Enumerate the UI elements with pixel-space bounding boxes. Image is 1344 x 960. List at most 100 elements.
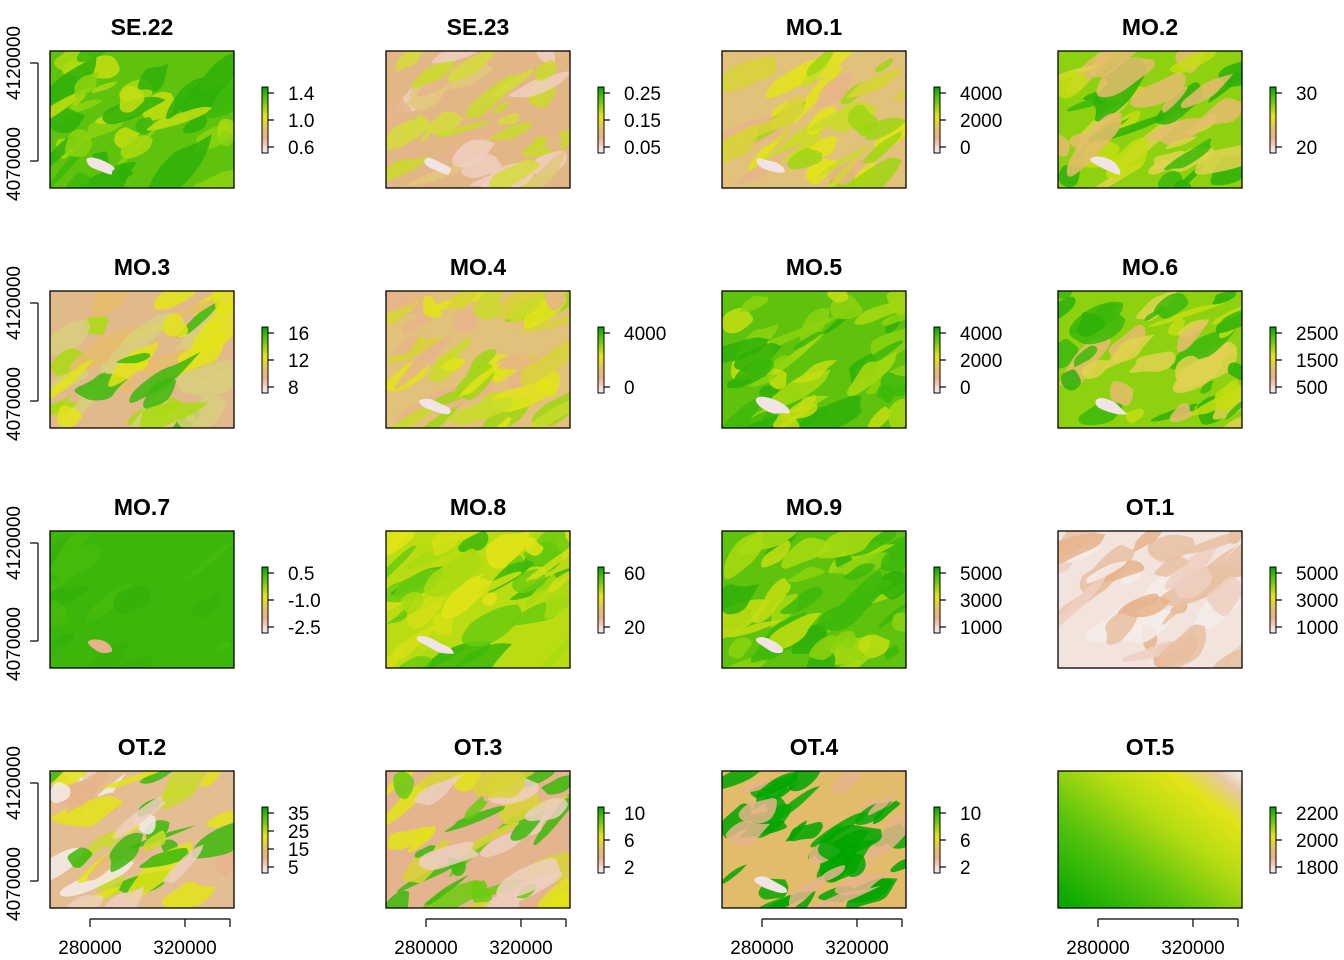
panel-mo-9: MO.9 5000 3000 1000 — [721, 494, 1002, 669]
panel-title: MO.6 — [1122, 254, 1178, 280]
y-tick-label: 4070000 — [4, 127, 25, 201]
legend-tick-label: 4000 — [624, 324, 666, 345]
panel-title: MO.1 — [786, 14, 842, 40]
x-tick-label: 320000 — [1161, 938, 1224, 959]
panel-mo-5: MO.5 4000 2000 0 — [721, 254, 1002, 429]
panel-title: MO.7 — [114, 494, 170, 520]
legend-tick-label: 10 — [960, 804, 981, 825]
legend-tick-label: 6 — [624, 831, 635, 852]
panel-mo-6: MO.6 2500 1500 500 — [1057, 254, 1338, 429]
legend-colorbar — [597, 86, 605, 154]
y-tick-label: 4120000 — [4, 746, 25, 820]
x-tick-label: 320000 — [153, 938, 216, 959]
legend-tick-label: 0 — [960, 378, 971, 399]
raster-map — [50, 771, 234, 908]
panel-se-22: SE.22 4120000 4070000 1.4 1.0 0.6 — [4, 14, 315, 201]
legend-tick-label: 2200 — [1296, 804, 1338, 825]
legend-tick-label: 2000 — [1296, 831, 1338, 852]
map-frame — [385, 770, 571, 909]
panel-title: OT.4 — [790, 734, 839, 760]
panel-mo-8: MO.8 60 20 — [385, 494, 645, 669]
map-frame — [1057, 770, 1243, 909]
raster-map — [386, 771, 570, 908]
legend-colorbar — [261, 566, 269, 634]
legend-tick-label: 2 — [960, 858, 971, 879]
legend-tick-label: 2 — [624, 858, 635, 879]
legend-colorbar — [261, 806, 269, 874]
panel-title: MO.3 — [114, 254, 170, 280]
raster-map — [386, 291, 570, 428]
raster-map — [722, 51, 906, 188]
legend-tick-label: 0 — [960, 138, 971, 159]
map-frame — [385, 530, 571, 669]
panel-title: MO.2 — [1122, 14, 1178, 40]
panel-mo-1: MO.1 4000 2000 0 — [721, 14, 1002, 189]
panel-title: OT.5 — [1126, 734, 1175, 760]
legend-colorbar — [1269, 86, 1277, 154]
y-tick-label: 4120000 — [4, 266, 25, 340]
legend-tick-label: 0.25 — [624, 84, 661, 105]
raster-map — [722, 771, 906, 908]
legend-tick-label: 16 — [288, 324, 309, 345]
x-tick-label: 320000 — [489, 938, 552, 959]
legend-tick-label: 4000 — [960, 84, 1002, 105]
raster-map — [1058, 51, 1242, 188]
raster-map — [50, 51, 234, 188]
legend-tick-label: -1.0 — [288, 591, 321, 612]
raster-map — [50, 531, 234, 668]
legend-colorbar — [1269, 806, 1277, 874]
legend-tick-label: 20 — [1296, 138, 1317, 159]
legend-tick-label: 4000 — [960, 324, 1002, 345]
legend-tick-label: 5000 — [1296, 564, 1338, 585]
map-frame — [385, 290, 571, 429]
map-frame — [49, 770, 235, 909]
legend-tick-label: 30 — [1296, 84, 1317, 105]
legend-tick-label: 1800 — [1296, 858, 1338, 879]
map-frame — [721, 770, 907, 909]
panel-se-23: SE.23 0.25 0.15 0.05 — [385, 14, 661, 189]
x-tick-label: 320000 — [825, 938, 888, 959]
legend-tick-label: 5 — [288, 858, 299, 879]
raster-map — [722, 291, 906, 428]
map-frame — [721, 50, 907, 189]
legend-colorbar — [933, 326, 941, 394]
panel-mo-3: MO.3 4120000 4070000 16 12 8 — [4, 254, 309, 441]
legend-tick-label: 8 — [288, 378, 299, 399]
raster-map — [722, 531, 906, 668]
map-frame — [49, 290, 235, 429]
panel-title: SE.22 — [111, 14, 174, 40]
legend-colorbar — [1269, 566, 1277, 634]
x-tick-label: 280000 — [394, 938, 457, 959]
x-tick-label: 280000 — [1066, 938, 1129, 959]
panel-mo-4: MO.4 4000 0 — [385, 254, 666, 429]
y-tick-label: 4120000 — [4, 506, 25, 580]
legend-tick-label: 0.6 — [288, 138, 314, 159]
panel-ot-3: OT.3 280000 320000 10 6 2 — [385, 734, 645, 959]
raster-map — [50, 291, 234, 428]
map-frame — [721, 530, 907, 669]
panel-ot-1: OT.1 5000 3000 1000 — [1057, 494, 1338, 669]
legend-colorbar — [933, 86, 941, 154]
legend-tick-label: 0.05 — [624, 138, 661, 159]
legend-tick-label: 1.4 — [288, 84, 315, 105]
legend-tick-label: 1.0 — [288, 111, 314, 132]
raster-map — [386, 531, 570, 668]
legend-colorbar — [933, 566, 941, 634]
legend-tick-label: 2500 — [1296, 324, 1338, 345]
panel-mo-2: MO.2 30 20 — [1057, 14, 1317, 189]
map-frame — [721, 290, 907, 429]
legend-colorbar — [933, 806, 941, 874]
y-tick-label: 4070000 — [4, 367, 25, 441]
legend-tick-label: 3000 — [960, 591, 1002, 612]
panel-title: MO.4 — [450, 254, 506, 280]
legend-tick-label: 6 — [960, 831, 971, 852]
legend-colorbar — [261, 86, 269, 154]
legend-tick-label: 35 — [288, 804, 309, 825]
y-tick-label: 4070000 — [4, 607, 25, 681]
legend-tick-label: 2000 — [960, 351, 1002, 372]
legend-tick-label: 0 — [624, 378, 635, 399]
x-tick-label: 280000 — [730, 938, 793, 959]
legend-tick-label: 0.5 — [288, 564, 314, 585]
